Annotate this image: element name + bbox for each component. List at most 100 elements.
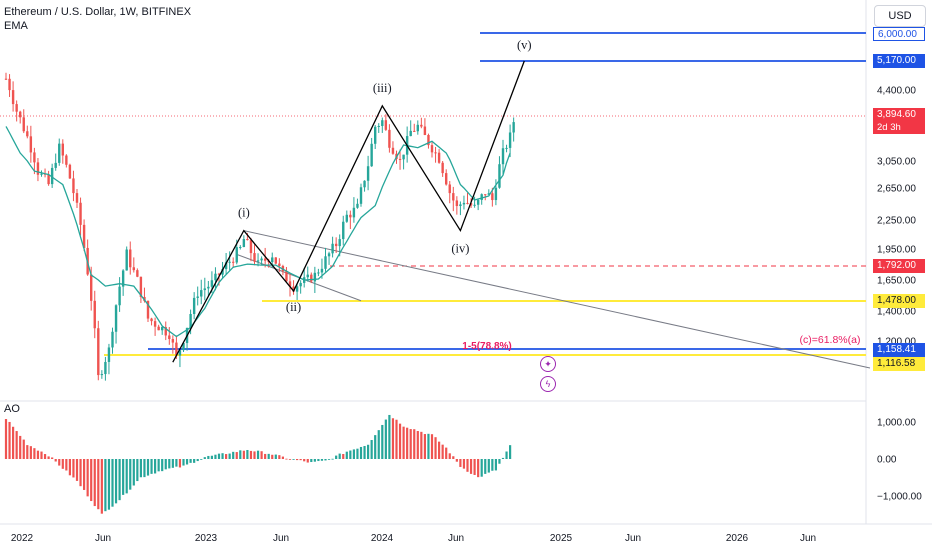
- ao-bar: [90, 459, 93, 502]
- ao-bar: [146, 459, 150, 476]
- ao-bar: [352, 449, 355, 459]
- ao-bar: [154, 459, 157, 474]
- candle-body: [22, 117, 25, 132]
- ao-bar: [86, 459, 89, 497]
- ao-bar: [185, 459, 189, 465]
- ao-bar: [47, 456, 50, 459]
- ao-axis-label: 0.00: [877, 455, 897, 466]
- ao-bar: [256, 450, 260, 459]
- ao-bar: [398, 423, 402, 459]
- candle-body: [164, 327, 167, 336]
- ao-axis-label: 1,000.00: [877, 418, 916, 429]
- candle-body: [107, 347, 111, 362]
- price-tag-1116: 1,116.58: [873, 357, 925, 371]
- candle-body: [36, 162, 40, 175]
- ao-bar: [320, 459, 324, 461]
- ao-bar: [196, 459, 199, 462]
- ao-bar: [331, 458, 334, 460]
- ao-bar: [469, 459, 473, 474]
- candle-body: [469, 203, 473, 206]
- ao-bar: [416, 431, 419, 459]
- ao-bar: [356, 448, 359, 459]
- ao-bar: [161, 459, 164, 472]
- price-axis-label: 1,950.00: [877, 245, 916, 256]
- ao-bar: [505, 451, 508, 459]
- price-tag-1792: 1,792.00: [873, 259, 925, 273]
- time-axis-label: 2023: [195, 533, 218, 544]
- candle-body: [327, 253, 331, 257]
- ao-bar: [285, 458, 288, 460]
- ao-bar: [342, 453, 345, 459]
- ao-bar: [267, 453, 270, 459]
- ao-bar: [509, 445, 512, 459]
- candle-body: [15, 104, 18, 112]
- candle-body: [235, 247, 238, 263]
- symbol-title: Ethereum / U.S. Dollar, 1W, BITFINEX: [4, 6, 192, 18]
- candle-body: [210, 280, 214, 287]
- candle-body: [72, 178, 75, 194]
- ao-bar: [264, 453, 267, 459]
- candle-body: [171, 339, 175, 343]
- candle-body: [246, 239, 249, 241]
- candle-body: [320, 268, 324, 273]
- candle-body: [153, 321, 157, 327]
- ao-bar: [409, 429, 412, 459]
- candle-body: [157, 326, 160, 331]
- ao-bar: [93, 459, 96, 507]
- fib-ratio-label: 1-5(78.8%): [462, 341, 511, 352]
- ao-bar: [338, 453, 341, 459]
- candle-body: [512, 122, 515, 133]
- ao-bar: [370, 440, 373, 459]
- sparkle-icon[interactable]: ✦: [540, 356, 556, 372]
- candle-body: [338, 239, 341, 247]
- candle-body: [214, 273, 217, 281]
- ema-line: [5, 126, 511, 338]
- price-axis-label: 4,400.00: [877, 86, 916, 97]
- ao-bar: [221, 453, 224, 459]
- ao-bar: [100, 459, 103, 514]
- ao-bar: [455, 459, 458, 462]
- candle-body: [391, 147, 395, 154]
- candle-body: [90, 274, 93, 301]
- candle-body: [93, 300, 96, 329]
- ao-bar: [175, 459, 178, 467]
- candle-body: [139, 276, 143, 297]
- elliott-wave-path: [172, 60, 525, 363]
- price-axis-label: 1,650.00: [877, 276, 916, 287]
- ao-bar: [43, 454, 47, 459]
- candle-body: [377, 125, 380, 127]
- ao-bar: [217, 453, 221, 459]
- ao-bar: [75, 459, 79, 481]
- candle-body: [342, 221, 345, 240]
- ema-legend: EMA: [4, 20, 28, 32]
- candle-body: [295, 286, 299, 292]
- ao-bar: [207, 455, 210, 459]
- ao-bar: [139, 459, 142, 478]
- lightning-icon[interactable]: ϟ: [540, 376, 556, 392]
- candle-body: [224, 262, 228, 270]
- ao-bar: [143, 459, 146, 478]
- candle-body: [366, 166, 370, 181]
- candle-body: [452, 193, 455, 201]
- candle-body: [430, 145, 434, 153]
- ao-bar: [438, 441, 441, 459]
- ao-bar: [65, 459, 68, 471]
- candle-body: [19, 111, 22, 118]
- ao-bar: [239, 450, 242, 459]
- price-axis-label: 1,400.00: [877, 307, 916, 318]
- price-tag-1158: 1,158.41: [873, 343, 925, 357]
- candle-body: [381, 120, 384, 126]
- candle-body: [68, 164, 72, 179]
- candle-body: [40, 173, 43, 175]
- time-axis-label: Jun: [448, 533, 464, 544]
- ao-bar: [22, 439, 25, 459]
- candle-body: [263, 258, 267, 261]
- ao-bar: [242, 450, 245, 459]
- ao-bar: [377, 430, 380, 459]
- currency-button[interactable]: USD: [874, 5, 926, 27]
- ao-bar: [427, 433, 430, 459]
- candle-body: [82, 224, 86, 248]
- candle-body: [434, 152, 437, 154]
